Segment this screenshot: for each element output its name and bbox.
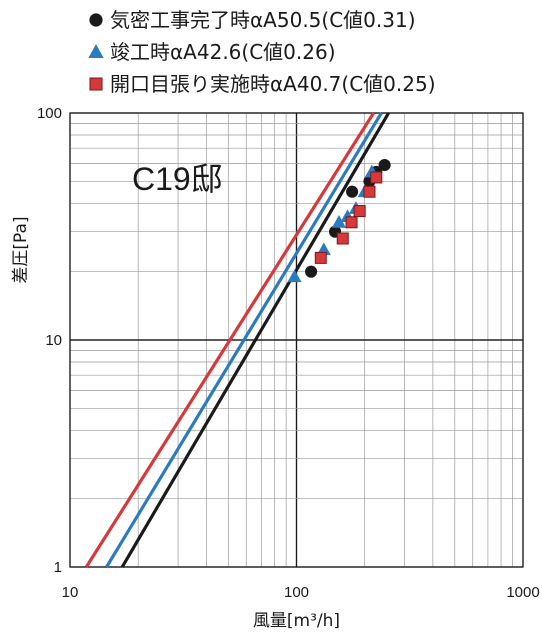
legend: 気密工事完了時αA50.5(C値0.31) 竣工時αA42.6(C値0.26) 開口… — [88, 8, 436, 96]
data-point-series-1 — [305, 265, 318, 278]
data-point-series-3 — [336, 232, 349, 245]
x-tick-label: 10 — [62, 584, 79, 601]
y-tick-label: 10 — [45, 332, 62, 349]
y-tick-label: 1 — [54, 559, 62, 576]
data-point-series-1 — [378, 158, 391, 172]
legend-marker-series-3 — [89, 77, 103, 91]
data-point-series-3 — [370, 171, 383, 184]
fit-line-series-2 — [105, 112, 383, 568]
data-point-series-3 — [363, 185, 376, 198]
x-axis-label: 風量[m³/h] — [253, 611, 340, 631]
chart-annotation: C19邸 — [132, 161, 223, 197]
data-point-series-3 — [353, 205, 366, 218]
x-tick-label: 1000 — [506, 584, 539, 601]
data-point-series-3 — [345, 216, 358, 229]
data-point-series-1 — [346, 185, 359, 198]
legend-marker-series-1 — [89, 13, 103, 27]
data-points — [287, 158, 391, 283]
legend-label-series-1: 気密工事完了時αA50.5(C値0.31) — [110, 8, 416, 32]
legend-label-series-2: 竣工時αA42.6(C値0.26) — [110, 40, 336, 64]
x-tick-label: 100 — [284, 584, 309, 601]
data-point-series-2 — [331, 215, 346, 228]
y-axis-label: 差圧[Pa] — [11, 216, 31, 283]
y-tick-label: 100 — [37, 105, 62, 122]
fit-line-series-1 — [120, 112, 390, 568]
data-point-series-3 — [314, 251, 327, 264]
legend-label-series-3: 開口目張り実施時αA40.7(C値0.25) — [110, 72, 436, 96]
fit-line-series-3 — [84, 112, 375, 568]
plot-frame — [69, 112, 524, 568]
fit-lines — [84, 112, 390, 568]
data-point-series-2 — [287, 269, 302, 283]
legend-marker-series-2 — [88, 44, 104, 58]
